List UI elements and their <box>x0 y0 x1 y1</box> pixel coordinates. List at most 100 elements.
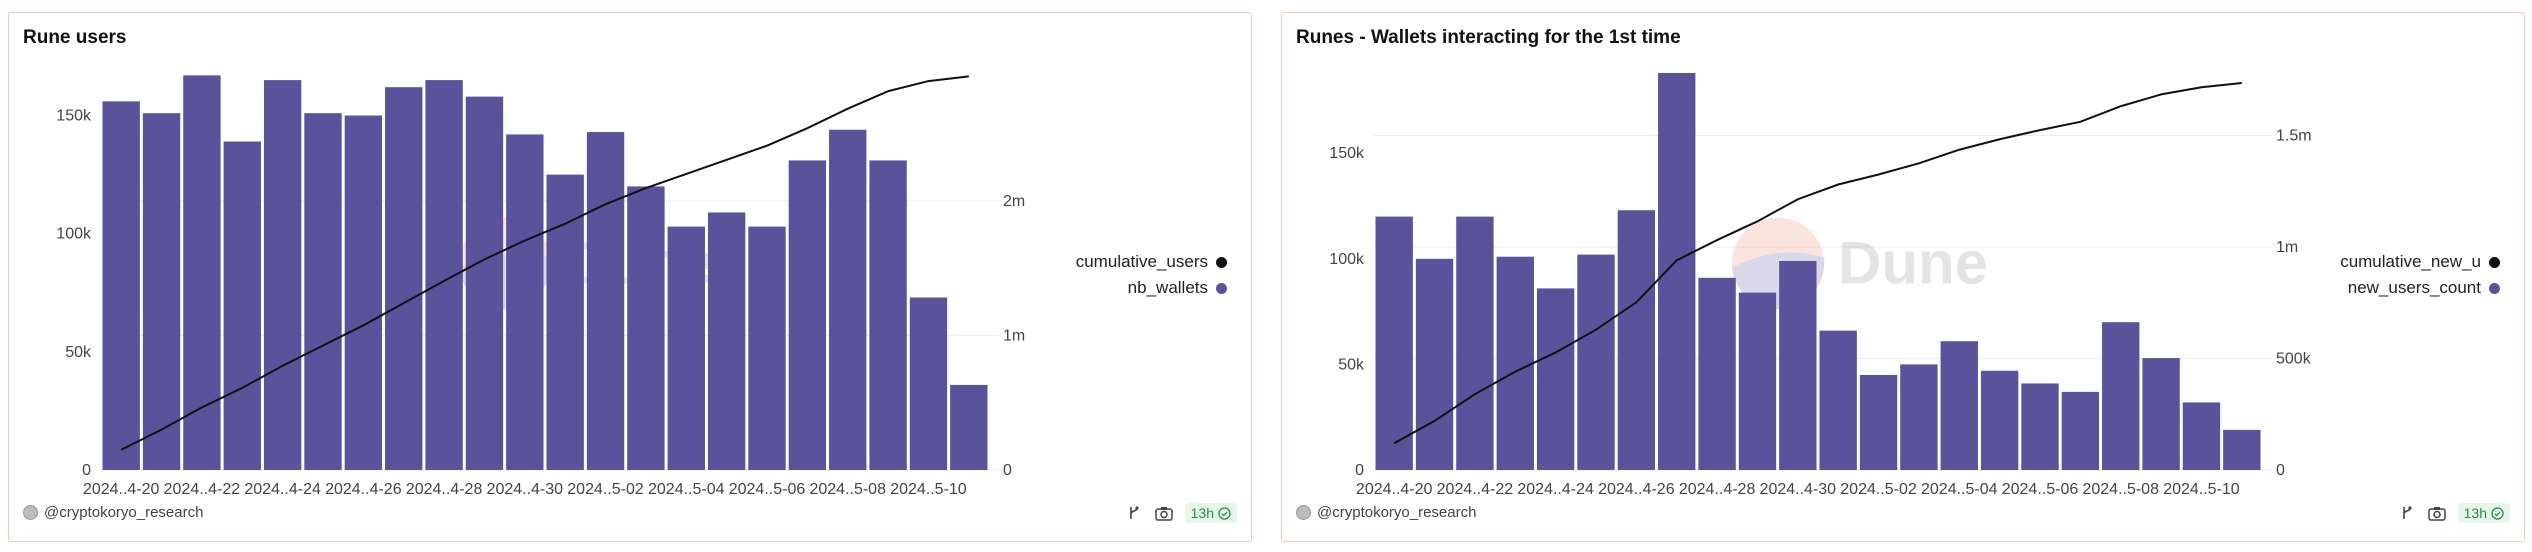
bar-nb_wallets-4[interactable] <box>263 80 302 470</box>
freshness-badge[interactable]: 13h <box>2457 503 2510 523</box>
x-tick-label: 2024..5-02 <box>1840 481 1917 498</box>
bar-new_users_count-18[interactable] <box>2102 322 2140 470</box>
chart-panel-new-wallets: Runes - Wallets interacting for the 1st … <box>1281 12 2525 542</box>
freshness-badge[interactable]: 13h <box>1184 503 1237 523</box>
chart-title: Runes - Wallets interacting for the 1st … <box>1296 27 1681 48</box>
bar-nb_wallets-15[interactable] <box>707 212 746 471</box>
y-right-tick-label: 1m <box>1003 327 1025 344</box>
legend-item[interactable]: cumulative_new_u <box>2340 249 2500 275</box>
legend-label: new_users_count <box>2347 278 2481 297</box>
bar-nb_wallets-11[interactable] <box>546 174 584 470</box>
x-tick-label: 2024..4-24 <box>244 481 321 498</box>
legend-item[interactable]: new_users_count <box>2340 275 2500 301</box>
bar-nb_wallets-13[interactable] <box>627 186 665 470</box>
bar-new_users_count-13[interactable] <box>1900 364 1938 470</box>
bar-nb_wallets-7[interactable] <box>385 87 423 470</box>
x-tick-label: 2024..4-30 <box>1760 481 1837 498</box>
chart-panel-rune-users: Rune users Dune050k100k150k01m2m2024..4-… <box>8 12 1252 542</box>
watermark-text: Dune <box>1838 230 1988 297</box>
bar-nb_wallets-0[interactable] <box>102 101 140 470</box>
x-tick-label: 2024..4-26 <box>1598 481 1675 498</box>
bar-nb_wallets-1[interactable] <box>142 113 181 471</box>
x-tick-label: 2024..5-08 <box>2082 481 2159 498</box>
bar-new_users_count-12[interactable] <box>1859 374 1898 470</box>
bar-nb_wallets-6[interactable] <box>344 115 383 471</box>
fork-icon[interactable] <box>2398 504 2416 522</box>
bar-new_users_count-6[interactable] <box>1617 210 1656 471</box>
bar-new_users_count-10[interactable] <box>1779 260 1817 470</box>
x-tick-label: 2024..4-22 <box>1437 481 1514 498</box>
bar-new_users_count-11[interactable] <box>1819 330 1857 470</box>
freshness-label: 13h <box>2463 505 2487 521</box>
x-tick-label: 2024..5-04 <box>648 481 725 498</box>
bar-new_users_count-2[interactable] <box>1456 216 1494 470</box>
freshness-label: 13h <box>1190 505 1214 521</box>
author[interactable]: @cryptokoryo_research <box>23 504 203 521</box>
x-tick-label: 2024..4-28 <box>406 481 483 498</box>
bar-new_users_count-21[interactable] <box>2223 429 2261 470</box>
bar-nb_wallets-21[interactable] <box>950 384 988 470</box>
bar-new_users_count-20[interactable] <box>2182 402 2221 470</box>
legend-dot-icon <box>2489 256 2500 268</box>
legend-dot-icon <box>2489 282 2500 294</box>
bar-nb_wallets-17[interactable] <box>788 160 827 471</box>
author-name: @cryptokoryo_research <box>44 504 204 521</box>
bar-new_users_count-7[interactable] <box>1658 73 1696 470</box>
x-tick-label: 2024..4-28 <box>1679 481 1756 498</box>
y-right-tick-label: 0 <box>1003 462 1012 479</box>
bar-nb_wallets-18[interactable] <box>829 129 867 470</box>
bar-new_users_count-16[interactable] <box>2021 383 2059 470</box>
bar-nb_wallets-19[interactable] <box>869 160 907 471</box>
camera-icon[interactable] <box>1154 504 1173 522</box>
bar-nb_wallets-10[interactable] <box>506 134 544 470</box>
bar-new_users_count-14[interactable] <box>1940 341 1978 470</box>
bar-new_users_count-17[interactable] <box>2061 391 2100 470</box>
legend-label: nb_wallets <box>1127 278 1208 297</box>
y-right-tick-label: 500k <box>2276 350 2312 367</box>
fork-icon[interactable] <box>1125 504 1143 522</box>
footer-actions: 13h <box>2398 503 2510 523</box>
legend-dot-icon <box>1216 282 1227 294</box>
y-left-tick-label: 100k <box>56 226 92 243</box>
bar-nb_wallets-3[interactable] <box>223 141 261 470</box>
x-tick-label: 2024..4-20 <box>1356 481 1433 498</box>
bar-nb_wallets-12[interactable] <box>586 132 625 470</box>
bar-new_users_count-3[interactable] <box>1496 256 1534 470</box>
x-tick-label: 2024..4-22 <box>164 481 241 498</box>
bar-new_users_count-0[interactable] <box>1375 216 1413 470</box>
bar-new_users_count-8[interactable] <box>1698 277 1736 470</box>
bar-new_users_count-15[interactable] <box>1980 370 2019 470</box>
legend-dot-icon <box>1216 256 1227 268</box>
x-tick-label: 2024..5-02 <box>567 481 644 498</box>
bar-nb_wallets-14[interactable] <box>667 226 705 470</box>
bar-new_users_count-19[interactable] <box>2142 358 2180 470</box>
y-right-tick-label: 1m <box>2276 239 2298 256</box>
bar-nb_wallets-16[interactable] <box>748 226 786 470</box>
legend-label: cumulative_new_u <box>2340 252 2481 271</box>
legend-item[interactable]: cumulative_users <box>1076 249 1227 275</box>
bar-nb_wallets-2[interactable] <box>183 75 221 470</box>
bar-new_users_count-9[interactable] <box>1738 292 1777 470</box>
y-left-tick-label: 0 <box>1355 462 1364 479</box>
bar-new_users_count-5[interactable] <box>1577 254 1615 470</box>
bar-new_users_count-4[interactable] <box>1536 288 1575 470</box>
y-left-tick-label: 150k <box>56 108 92 125</box>
bar-new_users_count-1[interactable] <box>1415 258 1454 470</box>
bar-nb_wallets-20[interactable] <box>909 297 948 470</box>
x-tick-label: 2024..4-24 <box>1517 481 1594 498</box>
y-left-tick-label: 100k <box>1329 251 1365 268</box>
chart-title: Rune users <box>23 27 127 48</box>
legend-label: cumulative_users <box>1075 252 1208 271</box>
chart-area: Dune050k100k150k01m2m2024..4-202024..4-2… <box>56 75 1025 498</box>
author[interactable]: @cryptokoryo_research <box>1296 504 1476 521</box>
camera-icon[interactable] <box>2427 504 2446 522</box>
line-cumulative_new_u[interactable] <box>1393 82 2242 445</box>
x-tick-label: 2024..5-08 <box>809 481 886 498</box>
bar-nb_wallets-5[interactable] <box>304 113 342 471</box>
line-cumulative_users[interactable] <box>120 75 969 451</box>
bar-nb_wallets-9[interactable] <box>465 96 504 470</box>
x-tick-label: 2024..5-04 <box>1921 481 1998 498</box>
y-right-tick-label: 1.5m <box>2276 127 2312 144</box>
legend-item[interactable]: nb_wallets <box>1076 275 1227 301</box>
